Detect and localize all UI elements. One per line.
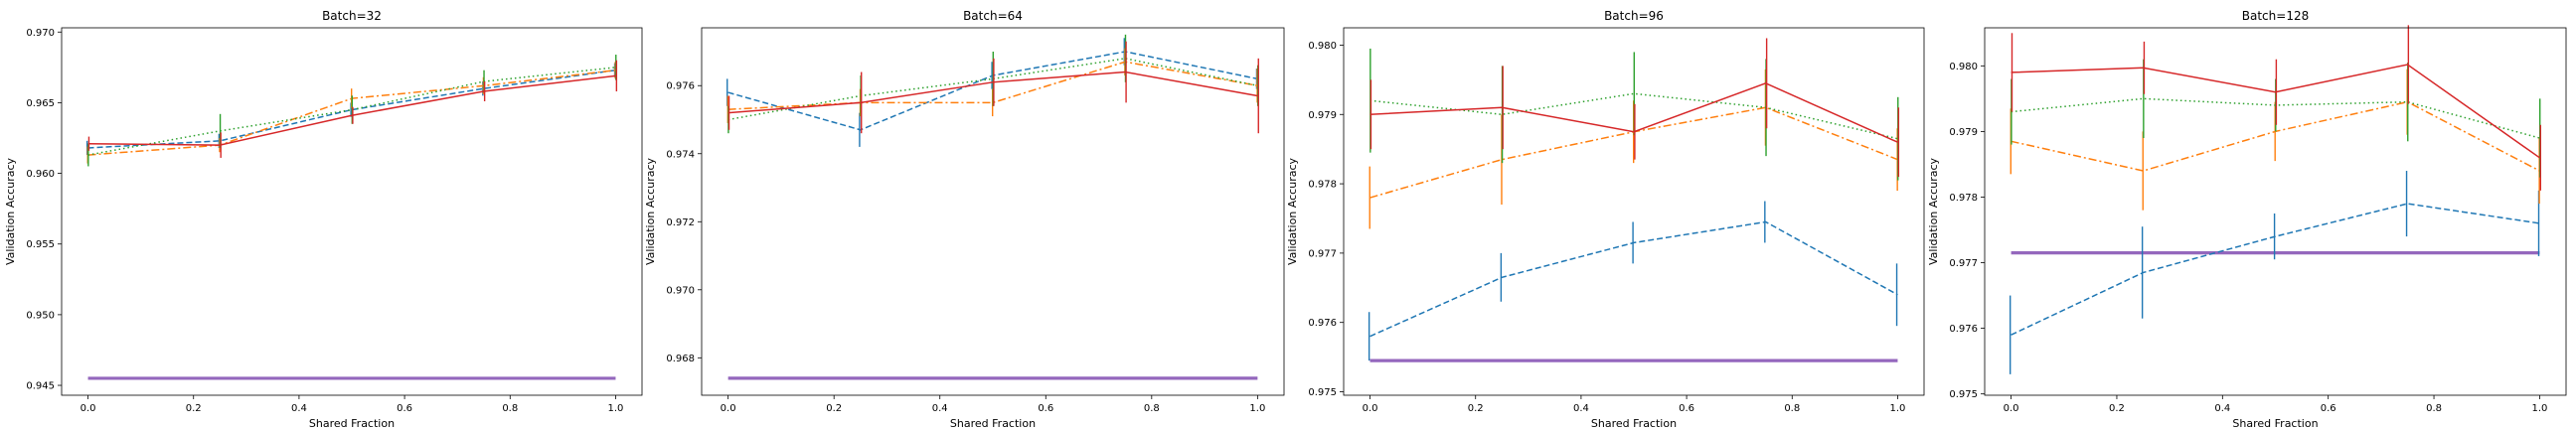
y-tick-label: 0.950: [26, 310, 55, 321]
x-tick-label: 0.2: [186, 403, 202, 414]
chart-panel-2: Batch=96 Shared Fraction Validation Accura…: [1286, 9, 1925, 429]
y-tick-label: 0.980: [1308, 41, 1337, 52]
y-tick-label: 0.978: [1949, 193, 1978, 204]
chart-title: Batch=64: [963, 9, 1023, 23]
plot-frame: [61, 27, 643, 396]
y-tick-label: 0.968: [666, 354, 695, 364]
y-tick-label: 0.977: [1949, 258, 1978, 269]
x-tick-label: 0.4: [1573, 403, 1589, 414]
chart-title: Batch=32: [322, 9, 382, 23]
plot-frame: [1984, 27, 2567, 396]
x-tick-label: 0.4: [932, 403, 948, 414]
y-tick-label: 0.970: [26, 28, 55, 39]
y-tick-label: 0.970: [666, 285, 695, 296]
x-tick-label: 0.6: [1038, 403, 1053, 414]
y-axis-label: Validation Accuracy: [1927, 157, 1940, 265]
y-tick-label: 0.976: [1308, 318, 1337, 329]
x-tick-label: 0.4: [2214, 403, 2230, 414]
x-tick-label: 0.8: [502, 403, 518, 414]
y-tick-label: 0.965: [26, 98, 55, 109]
y-axis-label: Validation Accuracy: [1286, 157, 1299, 265]
x-tick-label: 0.0: [80, 403, 96, 414]
series-line-2: [1369, 92, 1898, 140]
x-tick-label: 0.8: [1144, 403, 1160, 414]
plot-frame: [701, 27, 1285, 396]
y-tick-label: 0.980: [1949, 62, 1978, 72]
x-tick-label: 0.4: [291, 403, 307, 414]
x-tick-label: 0.0: [1363, 403, 1378, 414]
chart-title: Batch=128: [2242, 9, 2309, 23]
chart-panel-1: Batch=64 Shared Fraction Validation Accura…: [644, 9, 1285, 429]
x-axis-label: Shared Fraction: [1591, 417, 1677, 429]
x-tick-label: 1.0: [608, 403, 624, 414]
series-line-3: [1369, 82, 1898, 143]
series-line-0: [1369, 220, 1898, 338]
y-tick-label: 0.974: [666, 149, 695, 160]
y-tick-label: 0.976: [666, 81, 695, 92]
series-line-1: [727, 61, 1258, 110]
y-tick-label: 0.975: [1308, 387, 1337, 398]
series-line-3: [727, 71, 1258, 114]
y-tick-label: 0.955: [26, 239, 55, 250]
x-tick-label: 0.8: [2426, 403, 2442, 414]
x-tick-label: 0.2: [2109, 403, 2125, 414]
y-tick-label: 0.945: [26, 381, 55, 392]
series-line-2: [727, 58, 1258, 121]
chart-panel-3: Batch=128 Shared Fraction Validation Accur…: [1927, 9, 2567, 429]
y-axis-label: Validation Accuracy: [4, 157, 17, 265]
x-tick-label: 1.0: [2531, 403, 2547, 414]
y-axis-label: Validation Accuracy: [644, 157, 657, 265]
x-tick-label: 0.0: [721, 403, 736, 414]
chart-title: Batch=96: [1604, 9, 1664, 23]
series-line-3: [87, 74, 616, 146]
x-tick-label: 0.2: [826, 403, 842, 414]
x-axis-label: Shared Fraction: [309, 417, 395, 429]
x-tick-label: 1.0: [1890, 403, 1906, 414]
y-tick-label: 0.960: [26, 169, 55, 180]
x-tick-label: 1.0: [1249, 403, 1265, 414]
series-line-3: [2011, 64, 2540, 159]
x-tick-label: 0.0: [2004, 403, 2019, 414]
x-tick-label: 0.6: [397, 403, 412, 414]
plot-frame: [1343, 27, 1925, 396]
x-axis-label: Shared Fraction: [2232, 417, 2318, 429]
series-line-0: [2011, 203, 2540, 336]
x-tick-label: 0.6: [1679, 403, 1694, 414]
y-tick-label: 0.977: [1308, 248, 1337, 259]
y-tick-label: 0.976: [1949, 324, 1978, 335]
y-tick-label: 0.975: [1949, 389, 1978, 400]
x-tick-label: 0.8: [1784, 403, 1800, 414]
y-tick-label: 0.979: [1949, 127, 1978, 138]
x-tick-label: 0.6: [2321, 403, 2336, 414]
y-tick-label: 0.978: [1308, 180, 1337, 191]
y-tick-label: 0.972: [666, 217, 695, 228]
y-tick-label: 0.979: [1308, 110, 1337, 121]
x-axis-label: Shared Fraction: [950, 417, 1036, 429]
chart-panel-0: Batch=32 Shared Fraction Validation Accura…: [4, 9, 643, 429]
x-tick-label: 0.2: [1468, 403, 1484, 414]
